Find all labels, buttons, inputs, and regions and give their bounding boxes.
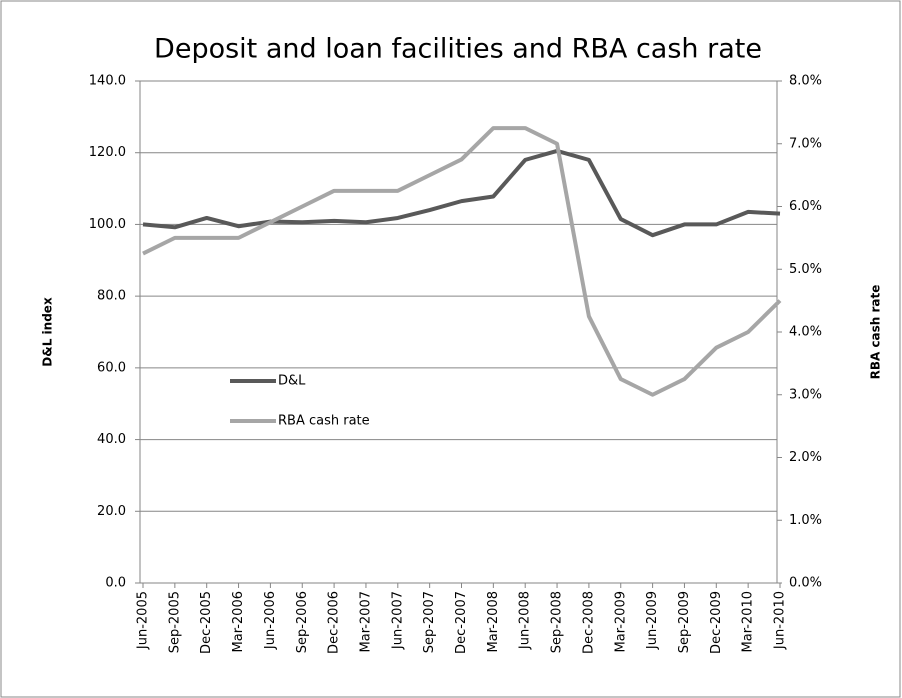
x-tick-label: Sep-2008 [550, 591, 565, 653]
x-tick-label: Mar-2007 [358, 591, 373, 652]
legend-label: D&L [278, 374, 306, 389]
y2-tick-label: 0.0% [789, 576, 822, 591]
y-tick-label: 120.0 [89, 145, 126, 160]
x-tick-label: Mar-2009 [613, 591, 628, 652]
x-tick-label: Dec-2008 [581, 591, 596, 654]
x-tick-label: Jun-2006 [263, 591, 278, 650]
x-tick-label: Mar-2010 [741, 591, 756, 652]
x-tick-label: Sep-2005 [167, 591, 182, 653]
legend-label: RBA cash rate [278, 414, 370, 429]
x-tick-label: Dec-2007 [454, 591, 469, 654]
x-tick-label: Jun-2005 [136, 591, 151, 650]
y2-tick-label: 5.0% [789, 262, 822, 277]
x-tick-label: Jun-2007 [390, 591, 405, 650]
y2-axis-title: RBA cash rate [869, 285, 883, 380]
y-tick-label: 100.0 [89, 217, 126, 232]
x-tick-label: Sep-2006 [295, 591, 310, 653]
y2-tick-label: 8.0% [789, 74, 822, 89]
y-tick-label: 60.0 [97, 360, 126, 375]
y2-tick-label: 3.0% [789, 387, 822, 402]
x-tick-label: Dec-2006 [327, 591, 342, 654]
y2-tick-label: 2.0% [789, 450, 822, 465]
y2-tick-label: 7.0% [789, 136, 822, 151]
x-tick-label: Mar-2008 [486, 591, 501, 652]
x-tick-label: Jun-2010 [773, 591, 788, 650]
x-tick-label: Sep-2007 [422, 591, 437, 653]
y-tick-label: 140.0 [89, 74, 126, 89]
y-tick-label: 80.0 [97, 289, 126, 304]
x-tick-label: Dec-2005 [199, 591, 214, 654]
chart-title: Deposit and loan facilities and RBA cash… [154, 34, 762, 65]
x-tick-label: Dec-2009 [709, 591, 724, 654]
y2-tick-label: 1.0% [789, 513, 822, 528]
series-line [142, 148, 781, 238]
y-tick-label: 40.0 [97, 432, 126, 447]
x-tick-label: Jun-2009 [645, 591, 660, 650]
x-tick-label: Jun-2008 [518, 591, 533, 650]
y2-tick-label: 6.0% [789, 199, 822, 214]
y2-tick-label: 4.0% [789, 325, 822, 340]
y-tick-label: 0.0 [105, 576, 126, 591]
y-tick-label: 20.0 [97, 504, 126, 519]
y-axis-title: D&L index [41, 297, 55, 367]
x-tick-label: Mar-2006 [231, 591, 246, 652]
series-line [142, 126, 782, 397]
x-tick-label: Sep-2009 [677, 591, 692, 653]
